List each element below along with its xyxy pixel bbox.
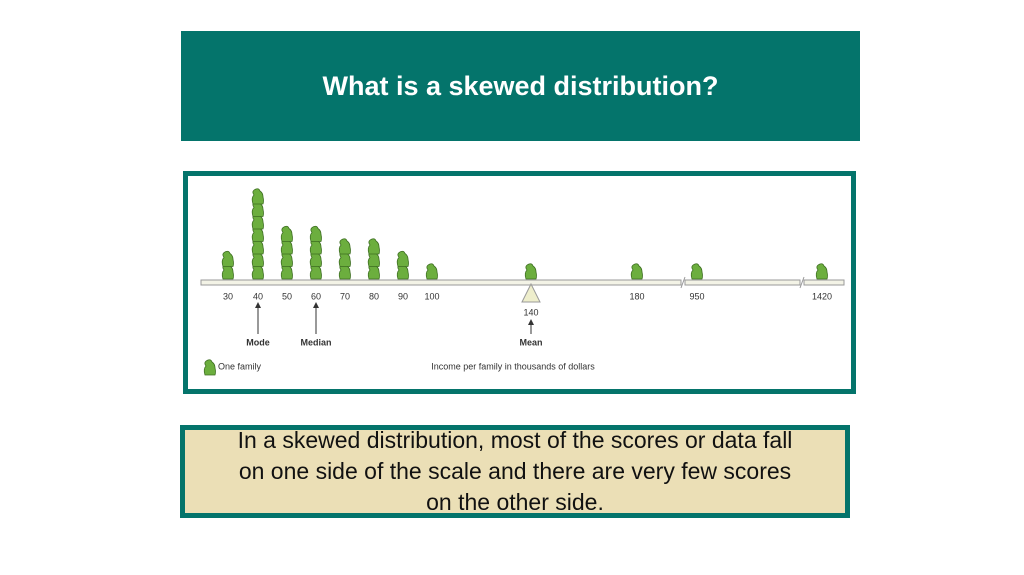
family-stack [690,263,703,280]
legend-label: One family [218,361,262,371]
family-stack [251,188,264,280]
family-icon [630,263,643,280]
x-tick-label: 50 [282,291,292,301]
x-tick-label: 30 [223,291,233,301]
family-icon [251,188,264,205]
family-stack [338,238,351,280]
family-icon [221,250,234,267]
arrow-head [313,302,319,308]
family-stack [396,250,409,280]
family-stack [367,238,380,280]
x-tick-label: 90 [398,291,408,301]
x-tick-label: 180 [629,291,644,301]
x-axis-label: Income per family in thousands of dollar… [431,361,595,371]
family-icon [425,263,438,280]
family-icon [690,263,703,280]
family-icon [396,250,409,267]
family-stack [309,225,322,280]
arrow-head [255,302,261,308]
x-tick-label: 950 [689,291,704,301]
x-tick-label: 100 [424,291,439,301]
family-stack [280,225,293,280]
annotation-label: Mode [246,337,270,347]
fulcrum [521,282,541,303]
x-tick-label: 1420 [812,291,832,301]
family-icon [309,225,322,242]
slide-title: What is a skewed distribution? [181,31,860,141]
family-icon [338,238,351,255]
family-stack [221,250,234,280]
x-tick-label: 80 [369,291,379,301]
family-icon [524,263,537,280]
family-stack [425,263,438,280]
x-tick-label: 40 [253,291,263,301]
chart-frame: 30 40 50 60 70 80 90 100 140 180 950 1420 Mode Median… [183,171,856,394]
caption: In a skewed distribution, most of the sc… [180,425,850,518]
arrow-head [528,319,534,325]
family-stack [815,263,828,280]
family-icon [367,238,380,255]
x-tick-label: 70 [340,291,350,301]
legend-icon [203,359,216,376]
annotation-label: Median [300,337,331,347]
family-icon [203,359,216,376]
x-tick-label: 140 [523,307,538,317]
annotation-label: Mean [519,337,542,347]
family-stack [524,263,537,280]
chart: 30 40 50 60 70 80 90 100 140 180 950 1420 Mode Median… [200,188,845,376]
axis [200,276,845,289]
family-icon [280,225,293,242]
family-icon [815,263,828,280]
x-tick-label: 60 [311,291,321,301]
family-stack [630,263,643,280]
